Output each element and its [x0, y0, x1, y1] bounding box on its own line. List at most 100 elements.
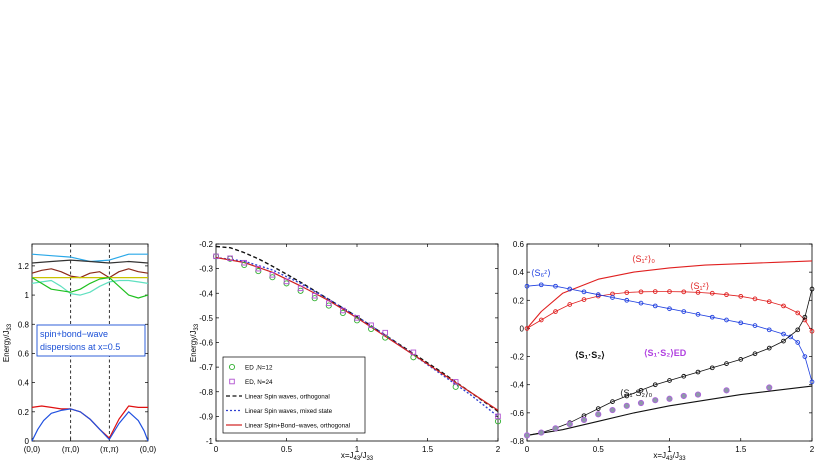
ed-point: [538, 429, 545, 436]
label-part: Energy/J: [2, 331, 11, 363]
ed-n24-point: [452, 379, 459, 385]
ed-n24-point: [495, 413, 501, 420]
legend-label: Linear Spin waves, orthogonal: [245, 393, 330, 400]
series-trace-1: [526, 291, 813, 332]
x-tick-label: 1: [355, 445, 360, 454]
y-tick-label: -0.8: [199, 388, 213, 397]
ed-n24-point: [297, 285, 304, 292]
series-point-2: [709, 314, 715, 320]
ed-n12-point: [452, 383, 459, 390]
label-part: 33: [679, 456, 686, 462]
series-point-2: [581, 289, 587, 295]
y-tick-label: -0.9: [199, 412, 213, 421]
series-point-1: [709, 290, 715, 296]
ed-point: [552, 425, 559, 432]
series-point-3: [695, 369, 701, 375]
ed-point: [623, 402, 630, 409]
series-point-2: [595, 292, 601, 298]
annotation-line-1: spin+bond−wave: [40, 329, 108, 339]
x-tick-label: 0.5: [281, 445, 293, 454]
ed-n24-point: [255, 265, 262, 272]
series-point-1: [595, 293, 601, 299]
series-trace-2: [526, 284, 813, 383]
series-point-1: [781, 303, 786, 309]
series-point-3: [766, 345, 772, 351]
series-point-1: [695, 290, 701, 295]
series-point-1: [752, 296, 758, 302]
series-point-1: [553, 309, 558, 314]
series-point-1: [581, 297, 587, 302]
series-point-2: [681, 309, 687, 314]
y-tick-label: 0: [25, 437, 30, 446]
y-tick-label: 1.2: [18, 262, 30, 271]
x-tick-label: 1: [667, 445, 672, 454]
plot-frame: [31, 243, 149, 442]
annotation-box: [36, 324, 146, 357]
ed-n24-point: [382, 329, 388, 336]
series-point-2: [652, 303, 658, 309]
series-point-2: [667, 306, 672, 312]
series-point-2: [524, 283, 530, 289]
y-tick-label: 0.4: [18, 379, 30, 388]
curve-annotation: ⟨S₁ᶻ⟩₀: [632, 254, 655, 264]
ed-n24-point: [269, 272, 276, 278]
series-point-1: [667, 289, 672, 294]
curve-annotation: ⟨S₁·S₂⟩ED: [644, 348, 687, 358]
series-point-3: [752, 351, 758, 357]
y-tick-label: 0.6: [513, 240, 525, 249]
y-tick-label: -0.4: [510, 381, 524, 390]
curve-annotation: ⟨S₆ᶻ⟩: [531, 268, 551, 278]
ed-n24-point: [340, 307, 346, 314]
series-point-2: [610, 295, 615, 300]
x-tick-label: (π,π): [100, 445, 119, 454]
ed-n24-point: [410, 349, 417, 356]
dispersion-branch-6: [31, 405, 148, 439]
series-point-1: [795, 310, 801, 316]
curve-annotation: ⟨S₁·S₂⟩₀: [620, 388, 653, 398]
series-point-1: [724, 292, 729, 298]
series-line-3: [215, 256, 499, 417]
legend-marker: [229, 378, 235, 385]
y-tick-label: -0.2: [510, 353, 524, 362]
panel-energy: 0 0.5 1 1.5 2 -1 -0.9 -0.8 -0.7 -0.6 -0.5 -0.4 -0.3 -…: [189, 240, 502, 462]
x-tick-label: 1.5: [735, 445, 747, 454]
series-point-3: [624, 393, 630, 399]
ed-n12-point: [368, 325, 375, 333]
y-tick-label: 0.6: [18, 349, 30, 358]
ed-n24-point: [354, 315, 360, 321]
x-tick-label: 0: [214, 445, 219, 454]
series-point-2: [553, 283, 558, 289]
dispersion-branch-0: [31, 253, 148, 263]
x-axis-label: x=J43/J33: [341, 451, 374, 462]
y-tick-label: -1: [206, 437, 214, 446]
x-tick-label: (π,0): [62, 445, 80, 454]
label-part: 33: [194, 323, 200, 330]
ed-point: [680, 392, 687, 400]
ed-point: [766, 384, 773, 391]
ed-point: [723, 387, 730, 394]
dispersion-branch-1: [31, 259, 149, 264]
panel-correlations: 0 0.5 1 1.5 2 -0.8 -0.6 -0.4 -0.2 0 0.2 0.4 0.6 ⟨S₁ᶻ⟩…: [510, 240, 815, 462]
series-point-3: [795, 327, 801, 333]
y-tick-label: -0.6: [510, 409, 524, 418]
series-line-4: [526, 385, 813, 436]
curve-annotation: ⟨S₁·S₂⟩: [575, 350, 605, 360]
label-part: 43: [354, 456, 361, 462]
series-point-2: [738, 320, 744, 326]
ed-point: [580, 416, 588, 423]
y-tick-label: -0.7: [199, 363, 213, 372]
x-tick-label: 1.5: [422, 445, 434, 454]
series-point-2: [624, 297, 630, 303]
series-point-3: [809, 286, 815, 292]
x-tick-label: (0,0): [140, 445, 157, 454]
legend-marker: [228, 363, 236, 371]
series-point-1: [681, 289, 687, 295]
series-point-3: [610, 399, 615, 404]
legend-label: ED, N=24: [245, 379, 273, 386]
dispersion-branch-7: [31, 408, 149, 442]
x-tick-label: 2: [496, 445, 501, 454]
y-tick-label: 0: [520, 324, 525, 333]
y-tick-label: -0.5: [199, 314, 213, 323]
y-tick-label: 1: [25, 291, 30, 300]
dispersion-branch-5: [31, 277, 149, 299]
